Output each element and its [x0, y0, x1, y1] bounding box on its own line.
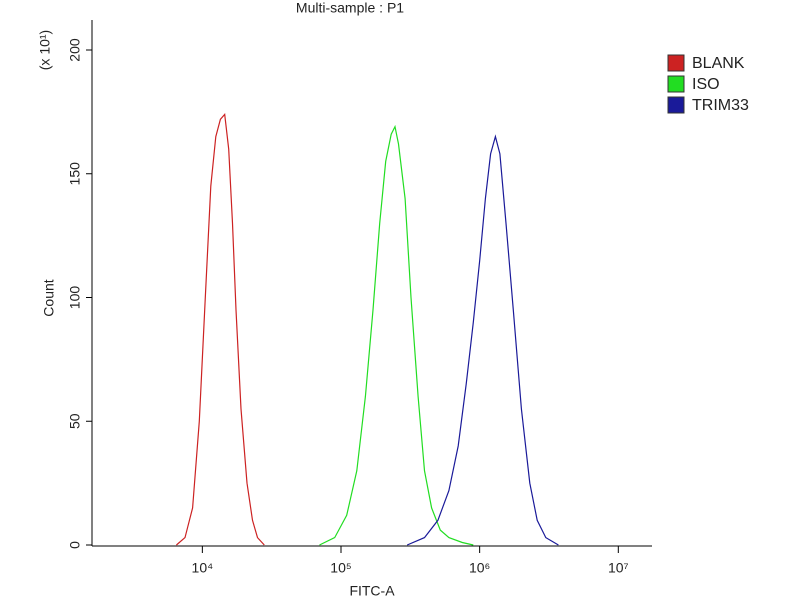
series-line: [176, 112, 265, 546]
y-tick-label: 200: [67, 38, 83, 62]
y-tick-label: 100: [67, 286, 83, 310]
x-tick-label: 10⁷: [608, 560, 629, 576]
x-tick-label: 10⁵: [330, 560, 351, 576]
y-unit-label: (x 10¹): [37, 30, 53, 70]
series-line: [406, 134, 559, 546]
series-line: [319, 124, 474, 546]
legend-label: TRIM33: [692, 97, 749, 114]
y-tick-label: 0: [67, 541, 83, 549]
chart-title: Multi-sample : P1: [296, 0, 404, 16]
x-tick-label: 10⁴: [192, 560, 214, 576]
legend-swatch: [667, 75, 685, 93]
legend-swatch: [667, 96, 685, 114]
y-axis-label: Count: [41, 279, 57, 316]
legend-label: ISO: [692, 76, 720, 93]
x-tick-label: 10⁶: [469, 560, 490, 576]
x-axis-label: FITC-A: [349, 583, 395, 599]
legend-label: BLANK: [692, 55, 745, 72]
y-tick-label: 50: [67, 413, 83, 429]
y-tick-label: 150: [67, 162, 83, 186]
legend-swatch: [667, 54, 685, 72]
